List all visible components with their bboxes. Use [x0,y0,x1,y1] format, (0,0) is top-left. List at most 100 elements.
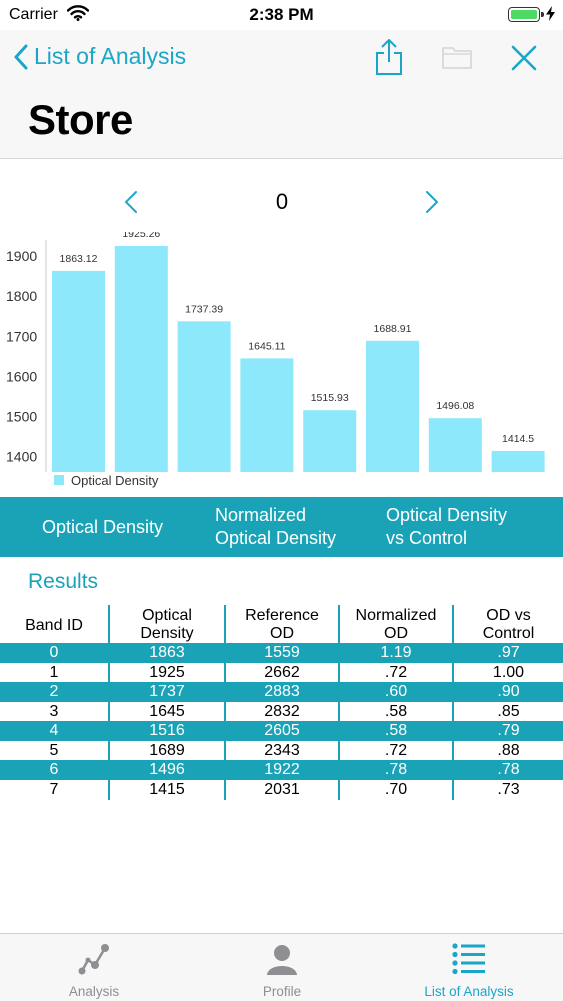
table-cell: 7 [49,780,59,798]
column-divider [338,605,340,800]
header-line1: Reference [245,607,319,624]
header-line2: Density [140,625,194,642]
header-line1: Optical [142,607,192,624]
analysis-graph-icon [0,942,188,976]
tab-list-of-analysis[interactable]: List of Analysis [375,934,563,1001]
close-icon[interactable] [510,44,538,77]
table-cell: .72 [384,663,408,681]
segment-label-line1: Optical Density [42,517,164,537]
table-cell: 1737 [149,683,185,700]
table-cell: 1.19 [380,644,412,661]
table-cell: .78 [497,761,520,778]
header-line2: OD [384,625,408,642]
tab-label: Analysis [68,984,120,999]
table-row: 3 1645 2832 .58 .85 [0,702,563,722]
segment-label-line1: Normalized [215,505,307,525]
table-cell: 1925 [149,663,185,681]
previous-chevron-icon[interactable] [123,190,139,219]
table-cell: 1922 [264,761,300,778]
header-band-id: Band ID [0,617,108,635]
table-cell: 1.00 [492,663,525,681]
table-cell: 2883 [264,683,300,700]
bar [491,450,545,472]
table-cell: 6 [49,761,59,778]
wifi-icon [66,5,90,26]
status-bar: Carrier 2:38 PM [0,0,563,30]
bar [177,321,231,472]
table-cell: .58 [384,722,408,739]
table-cell: .58 [384,702,408,720]
segment-normalized-optical-density[interactable]: Normalized Optical Density [215,504,336,550]
table-cell: 2343 [264,741,300,759]
table-cell: 5 [49,741,59,759]
pager-value: 0 [275,189,289,214]
tab-analysis[interactable]: Analysis [0,934,188,1001]
bar-value-label: 1688.91 [374,323,412,335]
segment-label-line1: Optical Density [386,505,508,525]
share-icon[interactable] [374,38,404,81]
table-cell: 4 [49,722,59,739]
bar [52,270,105,472]
navigation-bar: List of Analysis Store [0,30,563,159]
header-line1: OD vs [486,607,531,624]
table-cell: 1516 [149,722,185,739]
header-line1: Band ID [25,617,83,634]
table-cell: 2832 [264,702,300,720]
column-divider [108,605,110,800]
bar-value-label: 1863.12 [60,253,98,265]
table-cell: 1559 [264,644,300,661]
bar [428,418,482,472]
table-cell: 1689 [149,741,185,759]
table-cell: 1415 [149,780,185,798]
profile-person-icon [188,942,376,976]
table-row: 0 1863 1559 1.19 .97 [0,643,563,663]
segment-optical-density[interactable]: Optical Density [42,516,163,539]
table-cell: .88 [497,741,520,759]
segment-optical-density-vs-control[interactable]: Optical Density vs Control [386,504,507,550]
table-row: 5 1689 2343 .72 .88 [0,741,563,761]
table-row: 2 1737 2883 .60 .90 [0,682,563,702]
bar [114,245,168,472]
table-cell: 2605 [264,722,300,739]
chevron-left-icon [14,44,28,69]
table-cell: .85 [497,702,520,720]
tab-label: List of Analysis [424,984,514,999]
table-cell: .60 [384,683,408,700]
table-cell: 2031 [264,780,300,798]
header-line2: Control [482,625,535,642]
y-tick-label: 1600 [6,368,37,384]
next-chevron-icon[interactable] [424,190,440,219]
table-cell: .72 [384,741,408,759]
bar-value-label: 1925.26 [122,232,160,240]
table-cell: .79 [497,722,520,739]
measurement-selector: Optical Density Normalized Optical Densi… [0,497,563,557]
legend-swatch [54,475,64,485]
y-tick-label: 1400 [6,449,37,465]
y-tick-label: 1900 [6,248,37,264]
table-cell: 3 [49,702,59,720]
table-row: 1 1925 2662 .72 1.00 [0,663,563,683]
results-table: Band ID Optical Density Reference OD Nor… [0,605,563,800]
table-row: 4 1516 2605 .58 .79 [0,721,563,741]
table-cell: .78 [384,761,408,778]
legend-label: Optical Density [71,473,159,488]
table-cell: .73 [497,780,520,798]
table-cell: 2662 [264,663,300,681]
header-od-vs-control: OD vs Control [454,607,563,643]
table-row: 6 1496 1922 .78 .78 [0,760,563,780]
table-cell: .90 [497,683,520,700]
table-cell: 1496 [149,761,185,778]
bar [240,358,294,472]
battery-icon [508,7,544,22]
back-button[interactable]: List of Analysis [14,43,186,70]
folder-icon[interactable] [441,44,473,75]
y-tick-label: 1500 [6,409,37,425]
bar [303,410,357,472]
table-cell: 1645 [149,702,185,720]
header-line1: Normalized [355,607,437,624]
tab-profile[interactable]: Profile [188,934,376,1001]
page-title: Store [28,96,133,143]
tab-bar: Analysis Profile List of Analysis [0,933,563,1001]
table-header: Band ID Optical Density Reference OD Nor… [0,605,563,643]
bar-value-label: 1496.08 [436,400,474,412]
